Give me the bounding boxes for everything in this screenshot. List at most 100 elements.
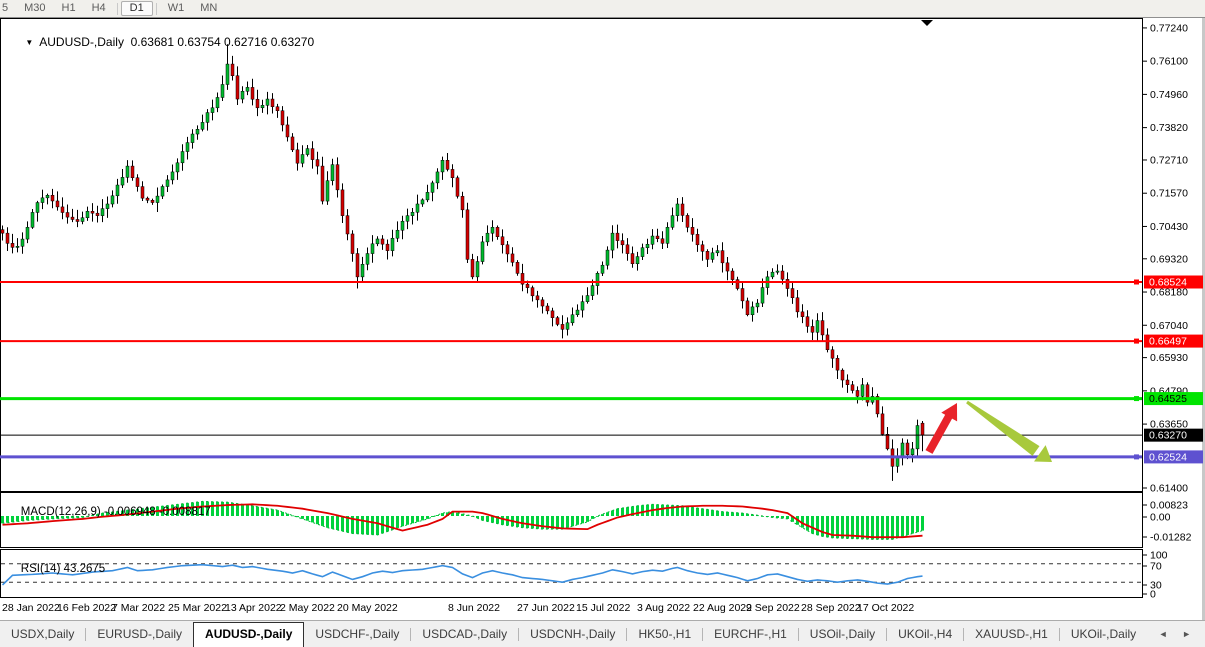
macd-bar [586, 516, 589, 522]
macd-bar [881, 516, 884, 540]
candle-body [920, 422, 925, 436]
timeframe-button-w1[interactable]: W1 [167, 2, 185, 14]
macd-bar [476, 516, 479, 519]
candle-body [25, 227, 30, 240]
candle-body [50, 194, 55, 202]
candle-body [90, 211, 95, 214]
macd-bar [861, 516, 864, 539]
timeframe-button-h4[interactable]: H4 [91, 2, 106, 14]
macd-bar [426, 516, 429, 519]
macd-bar [391, 516, 394, 530]
candle-body [460, 196, 465, 211]
macd-bar [791, 516, 794, 522]
macd-bar [501, 516, 504, 525]
rsi-panel[interactable] [0, 549, 1143, 598]
timeframe-button-h1[interactable]: H1 [61, 2, 76, 14]
candle-body [905, 442, 910, 455]
macd-bar [496, 516, 499, 524]
macd-bar [421, 516, 424, 521]
instrument-tab-hk50-h1[interactable]: HK50-,H1 [638, 627, 692, 641]
main-chart-panel[interactable] [0, 18, 1143, 492]
macd-bar [676, 505, 679, 516]
macd-bar [726, 511, 729, 516]
candle-body [760, 287, 765, 304]
candle-body [0, 229, 5, 234]
instrument-tab-ukoil-daily[interactable]: UKOil-,Daily [1070, 627, 1137, 641]
candle-body [595, 272, 600, 286]
instrument-tab-usdchf-daily[interactable]: USDCHF-,Daily [315, 627, 400, 641]
macd-bar [311, 516, 314, 523]
tab-scroll-arrows[interactable]: ◄ ► [1158, 629, 1197, 639]
date-label: 16 Feb 2022 [57, 602, 116, 614]
timeframe-button-5[interactable]: 5 [2, 2, 9, 14]
candle-body [370, 243, 375, 254]
tab-separator [963, 627, 965, 641]
candle-body [335, 164, 340, 191]
candle-body [500, 236, 505, 246]
macd-bar [396, 516, 399, 528]
macd-bar [591, 516, 594, 519]
candle-body [145, 197, 150, 201]
instrument-tab-ukoil-h4[interactable]: UKOil-,H4 [898, 627, 953, 641]
candle-body [210, 107, 215, 113]
down-arrow-annotation[interactable] [966, 400, 1040, 456]
candle-body [860, 384, 865, 397]
candle-body [530, 287, 535, 297]
tab-separator [1058, 627, 1060, 641]
price-line-label-box [1144, 392, 1203, 406]
macd-bar [691, 507, 694, 516]
instrument-tab-eurchf-h1[interactable]: EURCHF-,H1 [714, 627, 787, 641]
macd-bar [701, 508, 704, 516]
up-arrow-annotation[interactable] [925, 414, 953, 454]
macd-axis-label: -0.01282 [1150, 532, 1192, 544]
instrument-tab-usdx-daily[interactable]: USDX,Daily [11, 627, 75, 641]
instrument-tab-audusd-daily[interactable]: AUDUSD-,Daily [193, 622, 305, 647]
instrument-tab-xauusd-h1[interactable]: XAUUSD-,H1 [975, 627, 1048, 641]
candle-body [875, 396, 880, 415]
macd-bar [246, 505, 249, 516]
candle-body [630, 253, 635, 265]
macd-bar [706, 509, 709, 516]
candle-body [245, 87, 250, 92]
candle-body [290, 136, 295, 151]
macd-bar [126, 510, 129, 516]
candle-body [265, 98, 270, 106]
tab-separator [626, 627, 628, 641]
macd-bar [131, 509, 134, 516]
macd-bar [621, 507, 624, 516]
macd-bar [261, 507, 264, 516]
candle-body [470, 259, 475, 278]
instrument-tab-usdcnh-daily[interactable]: USDCNH-,Daily [530, 627, 616, 641]
candle-body [455, 177, 460, 197]
timeframe-button-m30[interactable]: M30 [24, 2, 46, 14]
macd-bar [856, 516, 859, 539]
date-label: 28 Sep 2022 [801, 602, 861, 614]
macd-bar [771, 516, 774, 518]
macd-bar [826, 516, 829, 538]
candle-body [610, 232, 615, 251]
instrument-tab-eurusd-daily[interactable]: EURUSD-,Daily [97, 627, 183, 641]
candle-body [540, 299, 545, 307]
candle-body [735, 279, 740, 289]
date-label: 15 Jul 2022 [576, 602, 630, 614]
tab-separator [702, 627, 704, 641]
price-tick-label: 0.68180 [1150, 287, 1188, 299]
macd-bar [541, 516, 544, 530]
timeframe-button-mn[interactable]: MN [200, 2, 218, 14]
macd-bar [816, 516, 819, 535]
candle-body [700, 244, 705, 252]
macd-bar [216, 501, 219, 516]
candle-body [490, 227, 495, 234]
macd-bar [846, 516, 849, 539]
rsi-axis-label: 30 [1150, 580, 1162, 592]
macd-bar [241, 504, 244, 516]
instrument-tab-usdcad-daily[interactable]: USDCAD-,Daily [422, 627, 508, 641]
candle-body [545, 305, 550, 312]
candle-body [620, 240, 625, 246]
timeframe-button-d1[interactable]: D1 [120, 1, 153, 16]
tab-separator [85, 627, 87, 641]
macd-bar [611, 510, 614, 516]
instrument-tab-usoil-daily[interactable]: USOil-,Daily [809, 627, 876, 641]
